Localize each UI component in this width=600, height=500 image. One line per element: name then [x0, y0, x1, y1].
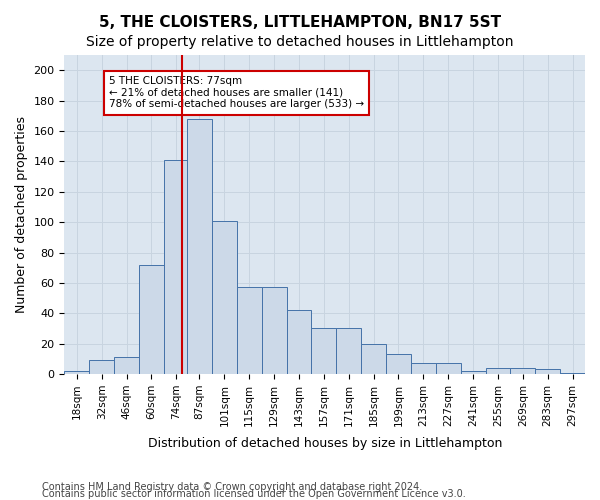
- Text: 5, THE CLOISTERS, LITTLEHAMPTON, BN17 5ST: 5, THE CLOISTERS, LITTLEHAMPTON, BN17 5S…: [99, 15, 501, 30]
- Bar: [89, 360, 114, 374]
- Bar: [212, 220, 237, 374]
- Y-axis label: Number of detached properties: Number of detached properties: [15, 116, 28, 313]
- Bar: [287, 310, 311, 374]
- Bar: [114, 358, 139, 374]
- Bar: [560, 372, 585, 374]
- Bar: [139, 264, 164, 374]
- Text: 5 THE CLOISTERS: 77sqm
← 21% of detached houses are smaller (141)
78% of semi-de: 5 THE CLOISTERS: 77sqm ← 21% of detached…: [109, 76, 364, 110]
- Bar: [485, 368, 511, 374]
- Bar: [535, 370, 560, 374]
- Bar: [187, 119, 212, 374]
- Bar: [461, 371, 485, 374]
- Bar: [164, 160, 189, 374]
- Bar: [311, 328, 336, 374]
- Bar: [361, 344, 386, 374]
- Bar: [64, 371, 89, 374]
- Bar: [237, 288, 262, 374]
- Text: Contains public sector information licensed under the Open Government Licence v3: Contains public sector information licen…: [42, 489, 466, 499]
- Bar: [511, 368, 535, 374]
- Bar: [262, 288, 287, 374]
- X-axis label: Distribution of detached houses by size in Littlehampton: Distribution of detached houses by size …: [148, 437, 502, 450]
- Bar: [386, 354, 411, 374]
- Bar: [411, 364, 436, 374]
- Bar: [336, 328, 361, 374]
- Text: Contains HM Land Registry data © Crown copyright and database right 2024.: Contains HM Land Registry data © Crown c…: [42, 482, 422, 492]
- Text: Size of property relative to detached houses in Littlehampton: Size of property relative to detached ho…: [86, 35, 514, 49]
- Bar: [436, 364, 461, 374]
